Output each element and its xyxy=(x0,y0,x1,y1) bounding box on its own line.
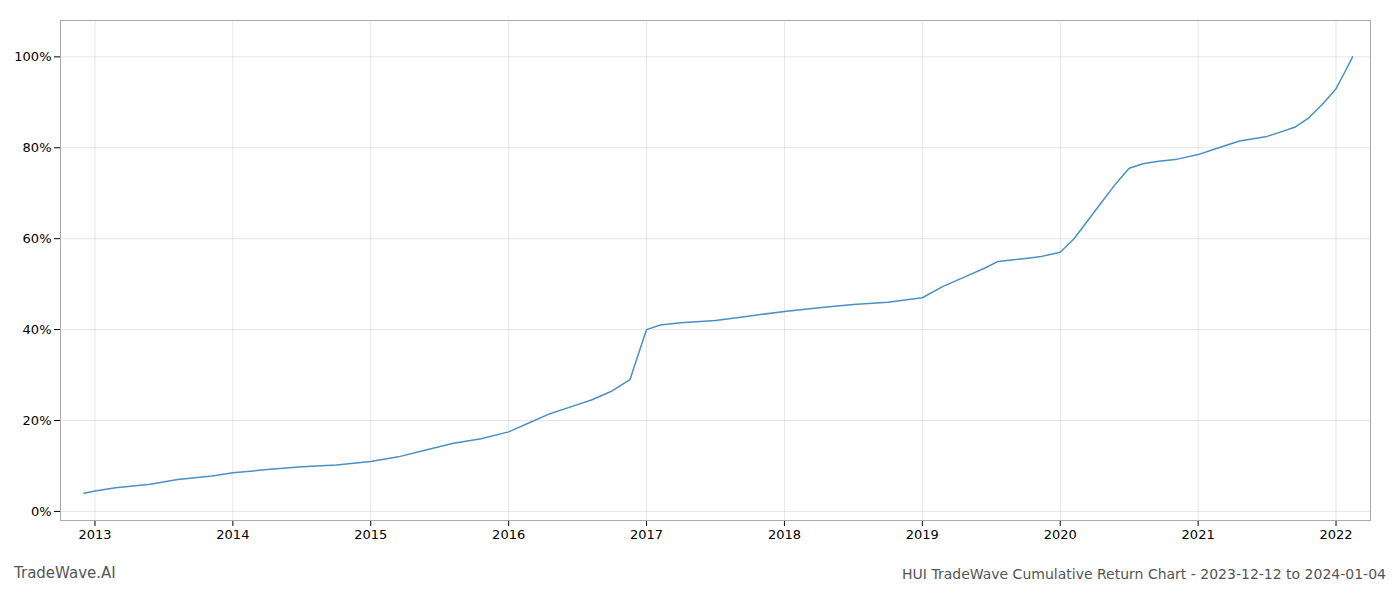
svg-text:60%: 60% xyxy=(23,231,52,246)
svg-text:40%: 40% xyxy=(23,322,52,337)
svg-text:2017: 2017 xyxy=(630,527,663,542)
svg-text:20%: 20% xyxy=(23,413,52,428)
html-text:HUI TradeWave Cumulative Retur: HUI TradeWave Cumulative Return Chart - … xyxy=(902,566,1386,582)
svg-text:100%: 100% xyxy=(14,49,51,64)
svg-text:2018: 2018 xyxy=(768,527,801,542)
svg-text:2022: 2022 xyxy=(1319,527,1352,542)
svg-text:2016: 2016 xyxy=(492,527,525,542)
html-text:TradeWave.AI: TradeWave.AI xyxy=(14,564,116,582)
svg-text:2019: 2019 xyxy=(906,527,939,542)
svg-text:2021: 2021 xyxy=(1182,527,1215,542)
svg-text:2015: 2015 xyxy=(354,527,387,542)
svg-text:2013: 2013 xyxy=(78,527,111,542)
svg-text:2014: 2014 xyxy=(216,527,249,542)
svg-text:80%: 80% xyxy=(23,140,52,155)
svg-text:2020: 2020 xyxy=(1044,527,1077,542)
svg-text:0%: 0% xyxy=(31,504,52,519)
